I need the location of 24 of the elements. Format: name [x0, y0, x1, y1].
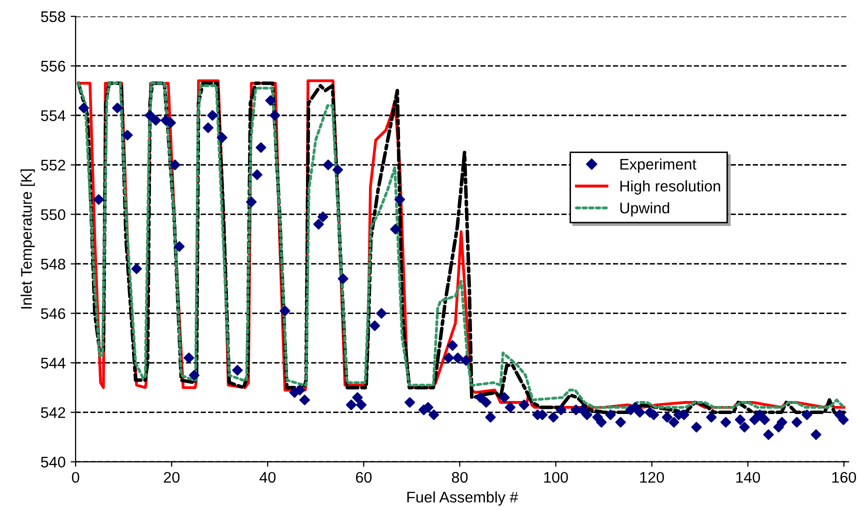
y-tick-label: 546	[40, 308, 66, 320]
x-tick-label: 60	[356, 472, 372, 483]
y-axis-title: Inlet Temperature [K]	[20, 169, 35, 308]
x-tick-label: 0	[72, 472, 80, 483]
y-tick-label: 548	[40, 258, 66, 270]
x-tick-label: 120	[640, 472, 664, 483]
x-tick-label: 140	[736, 472, 760, 483]
y-tick-label: 554	[40, 110, 66, 122]
y-tick-label: 558	[40, 11, 66, 22]
y-tick-label: 542	[40, 407, 66, 418]
x-axis-title: Fuel Assembly #	[407, 491, 518, 506]
legend-label: High resolution	[620, 180, 720, 195]
y-tick-label: 556	[40, 60, 66, 72]
legend-label: Upwind	[620, 202, 670, 216]
legend-label: Experiment	[620, 158, 696, 173]
y-tick-label: 540	[40, 456, 66, 468]
x-tick-label: 160	[832, 472, 856, 483]
x-tick-label: 40	[260, 472, 276, 483]
y-tick-label: 552	[40, 160, 66, 171]
y-tick-label: 544	[40, 358, 66, 369]
x-tick-label: 100	[544, 472, 568, 483]
x-tick-label: 80	[452, 472, 468, 483]
y-tick-label: 550	[40, 209, 66, 220]
x-tick-label: 20	[164, 472, 180, 483]
